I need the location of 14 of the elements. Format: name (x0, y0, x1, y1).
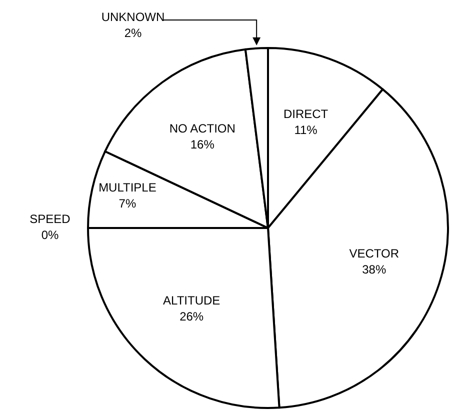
slice-label: UNKNOWN (101, 10, 165, 24)
data-label: 11% (294, 123, 318, 138)
slice-label: ALTITUDE (163, 294, 220, 308)
slice-label: MULTIPLE (98, 180, 156, 195)
data-label: 26% (180, 310, 204, 324)
data-label: 7% (118, 196, 136, 211)
slice-label: NO ACTION (169, 122, 236, 136)
data-label: 16% (190, 138, 215, 152)
data-label: 2% (124, 26, 142, 40)
slice-label: DIRECT (283, 107, 329, 122)
data-label: 38% (362, 262, 386, 277)
slice-label: VECTOR (349, 246, 400, 261)
category-label: SPEED (30, 212, 70, 226)
text: 0% (41, 228, 59, 242)
